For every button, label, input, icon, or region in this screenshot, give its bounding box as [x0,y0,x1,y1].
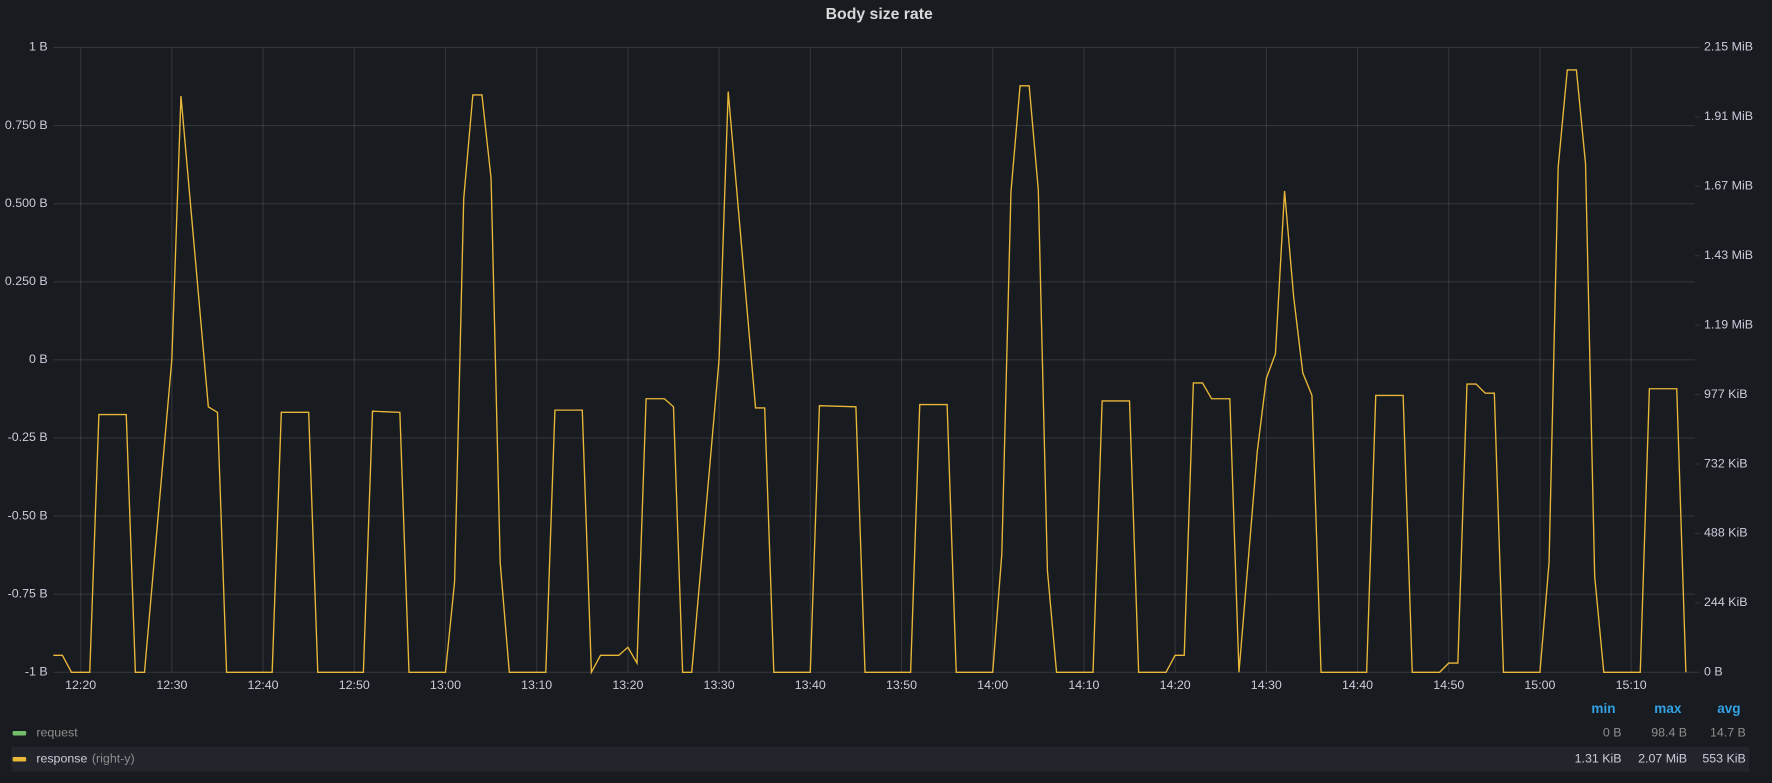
y2-tick-label: 1.67 MiB [1704,179,1753,193]
legend-header: max [1654,701,1682,716]
y-tick-label: 0.250 B [5,274,48,288]
legend-name[interactable]: response [36,752,87,766]
y2-tick-label: 1.19 MiB [1704,317,1753,331]
y2-tick-label: 2.15 MiB [1704,40,1753,54]
legend-stat: 14.7 B [1710,726,1746,740]
legend-stat: 0 B [1603,726,1622,740]
x-tick-label: 14:30 [1251,678,1282,692]
y-tick-label: 0 B [29,352,48,366]
legend-stat: 98.4 B [1651,726,1687,740]
x-tick-label: 14:50 [1433,678,1464,692]
y2-tick-label: 488 KiB [1704,526,1747,540]
legend-axis-note: (right-y) [92,752,135,766]
y2-tick-label: 244 KiB [1704,595,1747,609]
legend-swatch[interactable] [12,757,27,762]
y2-tick-label: 977 KiB [1704,387,1747,401]
series-line [53,69,1687,675]
y2-tick-label: 1.43 MiB [1704,248,1753,262]
legend-name[interactable]: request [36,726,78,740]
legend-header: min [1591,701,1615,716]
x-tick-label: 12:30 [156,678,187,692]
y2-tick-label: 0 B [1704,665,1723,679]
legend-header: avg [1717,701,1740,716]
x-tick-label: 13:30 [704,678,735,692]
y-tick-label: -1 B [25,665,48,679]
y-tick-label: 0.500 B [5,196,48,210]
legend-swatch[interactable] [12,731,27,736]
y-tick-label: -0.75 B [8,586,48,600]
legend-row-highlight [11,746,1750,772]
y-tick-label: -0.50 B [8,508,48,522]
x-tick-label: 14:00 [977,678,1008,692]
y2-tick-label: 1.91 MiB [1704,109,1753,123]
x-tick-label: 13:20 [612,678,643,692]
x-tick-label: 13:40 [795,678,826,692]
x-tick-label: 12:50 [339,678,370,692]
y-tick-label: -0.25 B [8,430,48,444]
y-tick-label: 1 B [29,40,48,54]
x-tick-label: 15:00 [1524,678,1555,692]
x-tick-label: 13:00 [430,678,461,692]
x-tick-label: 12:40 [248,678,279,692]
y-tick-label: 0.750 B [5,118,48,132]
x-tick-label: 12:20 [65,678,96,692]
x-tick-label: 14:20 [1160,678,1191,692]
x-tick-label: 13:50 [886,678,917,692]
legend-stat: 2.07 MiB [1638,752,1687,766]
x-tick-label: 14:40 [1342,678,1373,692]
y2-tick-label: 732 KiB [1704,456,1747,470]
legend-stat: 553 KiB [1702,752,1745,766]
chart-title: Body size rate [826,6,933,23]
x-tick-label: 13:10 [521,678,552,692]
x-tick-label: 14:10 [1068,678,1099,692]
x-tick-label: 15:10 [1616,678,1647,692]
legend-stat: 1.31 KiB [1575,752,1622,766]
